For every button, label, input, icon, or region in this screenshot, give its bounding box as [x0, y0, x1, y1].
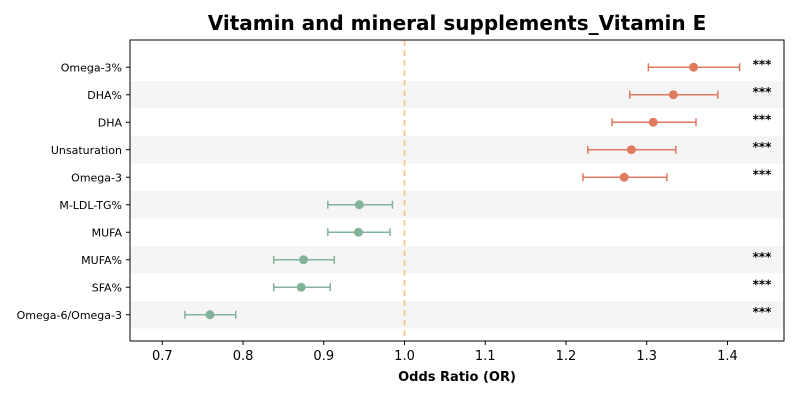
point-estimate	[353, 227, 363, 237]
y-tick-label: DHA%	[87, 89, 122, 102]
x-tick-label: 0.8	[233, 349, 254, 364]
significance-label: ***	[753, 167, 773, 181]
x-tick-label: 1.0	[394, 349, 415, 364]
x-axis: 0.7 0.8 0.9 1.0 1.1 1.2 1.3 1.4	[152, 341, 738, 364]
plot-frame	[129, 39, 785, 342]
data-marks	[184, 62, 741, 320]
point-estimate	[619, 172, 629, 182]
x-tick-label: 1.1	[475, 349, 496, 364]
y-tick-labels: Omega-3% DHA% DHA Unsaturation Omega-3 M-LDL-…	[17, 61, 130, 322]
x-tick-label: 0.7	[152, 349, 173, 364]
significance-label: ***	[753, 250, 773, 264]
y-tick-label: Unsaturation	[51, 144, 122, 157]
x-tick-label: 1.2	[556, 349, 577, 364]
point-estimate	[689, 62, 699, 72]
y-tick-label: DHA	[98, 116, 123, 129]
x-axis-label: Odds Ratio (OR)	[398, 370, 516, 385]
x-tick-label: 1.3	[636, 349, 657, 364]
significance-label: ***	[753, 85, 773, 99]
y-tick-label: Omega-6/Omega-3	[17, 309, 122, 322]
significance-label: ***	[753, 140, 773, 154]
y-tick-label: MUFA	[92, 226, 123, 239]
row-band	[130, 191, 784, 219]
row-bands	[130, 81, 784, 329]
point-estimate	[205, 310, 215, 320]
row-band	[130, 246, 784, 274]
row-band	[130, 136, 784, 164]
y-tick-label: Omega-3%	[61, 61, 122, 74]
x-tick-label: 1.4	[717, 349, 738, 364]
significance-label: ***	[753, 57, 773, 71]
point-estimate	[648, 117, 658, 127]
point-estimate	[668, 90, 678, 100]
y-tick-label: Omega-3	[71, 171, 122, 184]
y-tick-label: MUFA%	[81, 254, 122, 267]
chart-title: Vitamin and mineral supplements_Vitamin …	[208, 11, 707, 35]
point-estimate	[296, 282, 306, 292]
x-tick-label: 0.9	[313, 349, 334, 364]
significance-label: ***	[753, 277, 773, 291]
point-estimate	[626, 145, 636, 155]
significance-labels: *** *** *** *** *** *** *** ***	[753, 57, 773, 319]
point-estimate	[299, 255, 309, 265]
point-estimate	[354, 200, 364, 210]
row-band	[130, 301, 784, 329]
significance-label: ***	[753, 305, 773, 319]
significance-label: ***	[753, 112, 773, 126]
y-tick-label: M-LDL-TG%	[59, 199, 122, 212]
y-tick-label: SFA%	[92, 281, 122, 294]
